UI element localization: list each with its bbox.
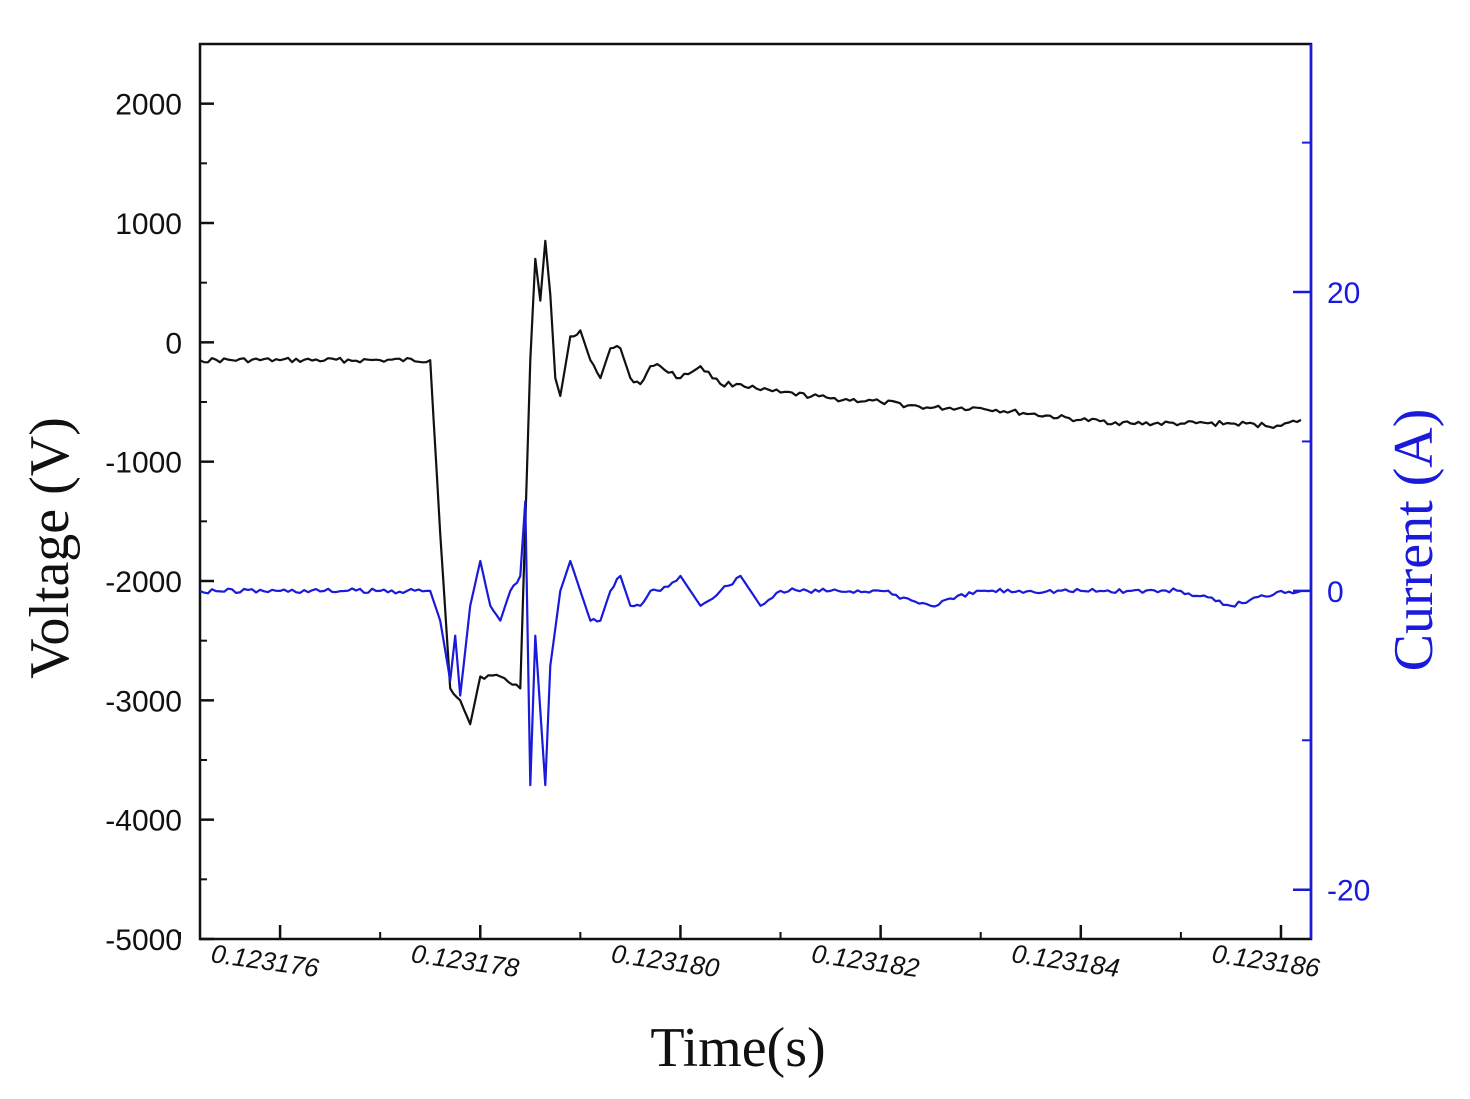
y2-tick-label: -20 <box>1327 875 1370 908</box>
x-tick-label: 0.123180 <box>610 938 722 983</box>
y-tick-label: -4000 <box>105 805 182 838</box>
x-axis-ticks: 0.123176 0.123178 0.123180 0.123182 0.123184… <box>178 925 1322 983</box>
current-series-line <box>199 500 1302 787</box>
y-tick-label: 2000 <box>115 89 182 122</box>
y-tick-label: -3000 <box>105 685 182 718</box>
series-layer <box>199 239 1302 787</box>
left-axis-ticks: 2000 1000 0 -1000 -2000 -3000 -4000 -5000 <box>105 89 214 957</box>
y-tick-label: 1000 <box>115 208 182 241</box>
y-tick-label: -2000 <box>105 566 182 599</box>
y2-tick-label: 20 <box>1327 277 1360 310</box>
voltage-series-line <box>199 239 1302 726</box>
x-tick-label: 0.123176 <box>209 938 321 983</box>
y-tick-label: -1000 <box>105 447 182 480</box>
y2-axis-title: Current (A) <box>1383 409 1445 672</box>
y-tick-label: 0 <box>165 327 182 360</box>
y2-tick-label: 0 <box>1327 576 1344 609</box>
right-axis-ticks: 20 0 -20 <box>1293 141 1370 908</box>
plot-frame <box>198 42 1313 941</box>
x-axis-title: Time(s) <box>650 1017 825 1079</box>
x-tick-label: 0.123186 <box>1210 938 1322 983</box>
x-tick-label: 0.123182 <box>810 938 922 983</box>
x-tick-label: 0.123184 <box>1010 938 1122 983</box>
x-tick-label: 0.123178 <box>409 938 521 983</box>
y-tick-label: -5000 <box>105 924 182 957</box>
y-axis-title: Voltage (V) <box>19 417 81 679</box>
